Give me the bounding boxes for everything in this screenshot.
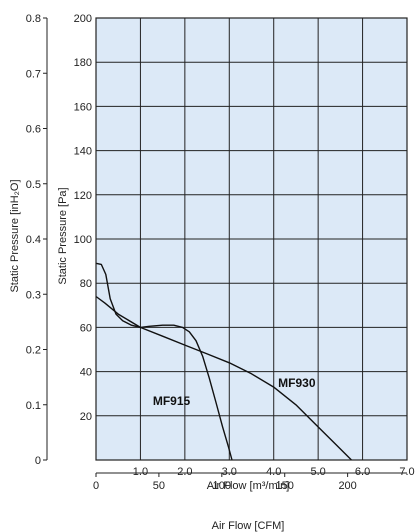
y-axis-label: Static Pressure [Pa] bbox=[57, 187, 69, 284]
y-secondary-tick-label: 0.8 bbox=[26, 13, 41, 25]
y-secondary-tick-label: 0.3 bbox=[26, 289, 41, 301]
series-label-mf915: MF915 bbox=[153, 394, 191, 408]
x-secondary-tick-label: 200 bbox=[338, 480, 356, 492]
x-axis-label: Air Flow [m³/min] bbox=[207, 480, 290, 492]
x-secondary-tick-label: 150 bbox=[276, 480, 294, 492]
y-tick-label: 60 bbox=[80, 322, 92, 334]
y-tick-label: 20 bbox=[80, 411, 92, 423]
x-tick-label: 3.0 bbox=[222, 466, 237, 478]
axes: 1.0 2.0 3.0 4.0 5.0 6.0 7.0 20 40 60 80 100 120 140 16… bbox=[26, 13, 415, 492]
series-line-mf930 bbox=[95, 295, 352, 461]
y-tick-label: 120 bbox=[74, 190, 92, 202]
y-tick-label: 80 bbox=[80, 278, 92, 290]
x-secondary-tick-label: 50 bbox=[153, 480, 165, 492]
plot-frame bbox=[95, 17, 408, 461]
y-secondary-axis-label: Static Pressure [inH₂O] bbox=[9, 179, 21, 292]
y-secondary-tick-label: 0.6 bbox=[26, 124, 41, 136]
x-tick-label: 5.0 bbox=[310, 466, 325, 478]
y-secondary-tick-label: 0.4 bbox=[26, 234, 41, 246]
y-tick-label: 40 bbox=[80, 367, 92, 379]
y-tick-label: 180 bbox=[74, 57, 92, 69]
y-secondary-tick-label: 0.1 bbox=[26, 400, 41, 412]
x-tick-label: 1.0 bbox=[133, 466, 148, 478]
y-tick-label: 160 bbox=[74, 101, 92, 113]
y-secondary-tick-label: 0 bbox=[35, 455, 41, 467]
x-secondary-tick-label: 100 bbox=[213, 480, 231, 492]
y-tick-label: 200 bbox=[74, 13, 92, 25]
x-tick-label: 2.0 bbox=[177, 466, 192, 478]
series-label-mf930: MF930 bbox=[278, 376, 316, 390]
axis-labels: Air Flow [m³/min] Air Flow [CFM] Static … bbox=[9, 179, 289, 532]
x-tick-label: 4.0 bbox=[266, 466, 281, 478]
grid bbox=[96, 18, 407, 460]
y-secondary-tick-label: 0.2 bbox=[26, 345, 41, 357]
x-secondary-axis-label: Air Flow [CFM] bbox=[212, 520, 285, 532]
y-secondary-tick-label: 0.5 bbox=[26, 179, 41, 191]
y-tick-label: 100 bbox=[74, 234, 92, 246]
y-tick-label: 140 bbox=[74, 146, 92, 158]
x-tick-label: 7.0 bbox=[399, 466, 414, 478]
x-tick-label: 6.0 bbox=[355, 466, 370, 478]
series-line-mf915 bbox=[95, 262, 233, 461]
x-secondary-tick-label: 0 bbox=[93, 480, 99, 492]
y-secondary-tick-label: 0.7 bbox=[26, 68, 41, 80]
series-lines: MF915 MF930 bbox=[95, 262, 352, 461]
